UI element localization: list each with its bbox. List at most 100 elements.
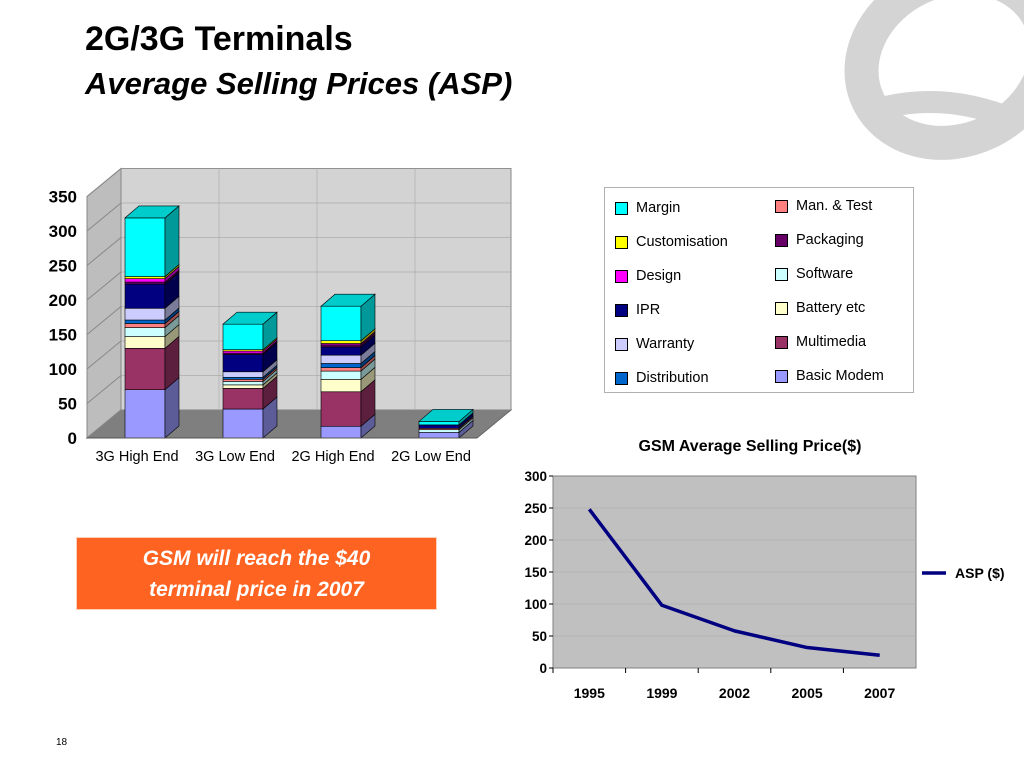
bar-stack xyxy=(320,293,376,439)
bar-segment xyxy=(222,354,264,373)
y-tick-label: 200 xyxy=(524,533,547,548)
bar-segment xyxy=(124,347,166,390)
legend-label: Warranty xyxy=(636,336,695,352)
y-tick-label: 350 xyxy=(49,188,77,207)
bar-segment xyxy=(320,391,362,427)
x-tick-label: 1999 xyxy=(646,685,677,701)
y-tick-label: 200 xyxy=(49,291,77,310)
legend-label: Distribution xyxy=(636,370,709,386)
bar-segment xyxy=(124,217,166,277)
y-tick-label: 50 xyxy=(58,395,77,414)
bar-segment xyxy=(124,336,166,349)
y-tick-label: 250 xyxy=(524,501,547,516)
slide-title: 2G/3G Terminals xyxy=(85,20,353,58)
bar-segment xyxy=(222,381,264,386)
gridline-side xyxy=(86,409,122,439)
x-category-label: 2G Low End xyxy=(391,449,471,465)
legend-label: IPR xyxy=(636,302,661,318)
bar-segment xyxy=(222,408,264,439)
gridline-side xyxy=(86,168,122,197)
legend-item: Software xyxy=(775,266,853,282)
callout-line-1: GSM will reach the $40 xyxy=(142,546,371,570)
gridline-side xyxy=(86,237,122,266)
legend-item: Multimedia xyxy=(775,334,866,350)
x-category-label: 2G High End xyxy=(291,449,374,465)
legend-label: Margin xyxy=(636,200,681,216)
bar-segment xyxy=(418,429,460,433)
bar-stack xyxy=(418,408,474,439)
legend-label: Man. & Test xyxy=(796,198,873,214)
y-tick-label: 100 xyxy=(49,360,77,379)
bar-top xyxy=(222,311,278,325)
line-chart-title: GSM Average Selling Price($) xyxy=(638,438,862,455)
callout-box: GSM will reach the $40 terminal price in… xyxy=(76,537,437,610)
bar-segment-side xyxy=(164,205,180,278)
gridline-side xyxy=(86,271,122,301)
legend-item: Customisation xyxy=(615,234,728,250)
legend-item: Warranty xyxy=(615,336,694,352)
nortel-globe-icon xyxy=(844,0,1024,160)
bar-segment xyxy=(320,367,362,372)
bar-top xyxy=(320,293,376,307)
bar-segment xyxy=(320,305,362,342)
chart-side-wall xyxy=(86,167,122,440)
bar-segment xyxy=(418,432,460,439)
bar-segment xyxy=(320,346,362,356)
y-tick-label: 0 xyxy=(539,661,547,676)
legend-swatch xyxy=(615,371,628,385)
bar-segment xyxy=(222,379,264,382)
bar-segment xyxy=(320,370,362,380)
chart-back-wall xyxy=(120,168,512,411)
bar-segment xyxy=(320,344,362,348)
bar-segment xyxy=(124,283,166,309)
bar-segment xyxy=(222,350,264,354)
legend-item: Basic Modem xyxy=(775,368,884,384)
y-tick-label: 250 xyxy=(49,257,77,276)
legend-label: Software xyxy=(796,266,854,282)
legend-swatch xyxy=(615,201,628,215)
legend-item: Margin xyxy=(615,200,680,216)
legend-label: ASP ($) xyxy=(955,565,1005,581)
y-tick-label: 0 xyxy=(68,429,77,448)
x-tick-label: 2005 xyxy=(792,685,823,701)
legend-swatch xyxy=(615,235,628,249)
slide-subtitle: Average Selling Prices (ASP) xyxy=(85,66,513,101)
bar-segment xyxy=(124,323,166,328)
bar-segment xyxy=(320,340,362,344)
bar-segment xyxy=(222,376,264,380)
legend-swatch xyxy=(775,233,788,247)
legend-item: Packaging xyxy=(775,232,864,248)
plot-area xyxy=(552,475,917,669)
bar-segment xyxy=(320,379,362,393)
legend-item: IPR xyxy=(615,302,660,318)
legend-item: Design xyxy=(615,268,681,284)
component-legend: Margin Customisation Design IPR Warranty Dist… xyxy=(604,187,914,393)
legend-label: Customisation xyxy=(636,234,728,250)
gridline-side xyxy=(86,375,122,404)
bar-segment xyxy=(222,388,264,410)
bar-segment xyxy=(320,354,362,364)
bar-segment xyxy=(124,278,166,283)
legend-item: Distribution xyxy=(615,370,709,386)
legend-swatch xyxy=(775,335,788,349)
page-number: 18 xyxy=(56,737,68,748)
bar-top xyxy=(124,205,180,219)
bar-segment xyxy=(320,363,362,368)
bar-segment xyxy=(124,307,166,321)
gridline-side xyxy=(86,306,122,335)
bar-segment xyxy=(418,424,460,429)
callout-line-2: terminal price in 2007 xyxy=(149,577,364,601)
x-category-label: 3G Low End xyxy=(195,449,275,465)
legend-swatch xyxy=(775,301,788,315)
bar-segment xyxy=(222,384,264,389)
bar-stack xyxy=(222,311,278,439)
legend-label: Design xyxy=(636,268,682,284)
legend-item: Battery etc xyxy=(775,300,865,316)
y-tick-label: 300 xyxy=(49,222,77,241)
bar-segment xyxy=(124,389,166,439)
asp-stacked-bar-chart: 0 50 100 150 200 250 300 350 3G High End 3G Low E… xyxy=(49,167,513,465)
legend-swatch xyxy=(775,369,788,383)
legend-item: Man. & Test xyxy=(775,198,872,214)
legend-swatch xyxy=(615,269,628,283)
legend-label: Battery etc xyxy=(796,300,866,316)
